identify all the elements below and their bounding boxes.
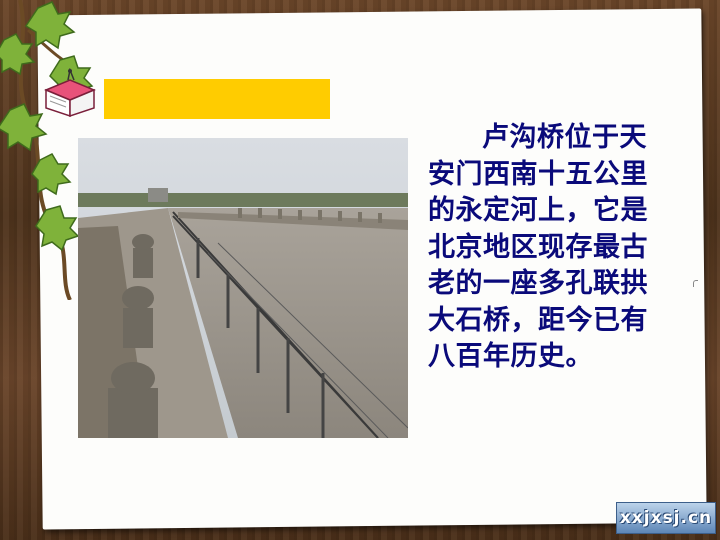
watermark-badge: xxjxsj.cn — [616, 502, 716, 534]
book-icon — [44, 68, 96, 118]
title-bar — [104, 79, 330, 119]
marco-polo-bridge-photo — [78, 138, 408, 438]
decorative-mark — [693, 280, 698, 287]
watermark-text: xxjxsj.cn — [619, 508, 713, 528]
ivy-vine-decoration — [0, 0, 94, 300]
body-paragraph: 卢沟桥位于天安门西南十五公里的永定河上，它是北京地区现存最古老的一座多孔联拱大石… — [428, 122, 648, 372]
